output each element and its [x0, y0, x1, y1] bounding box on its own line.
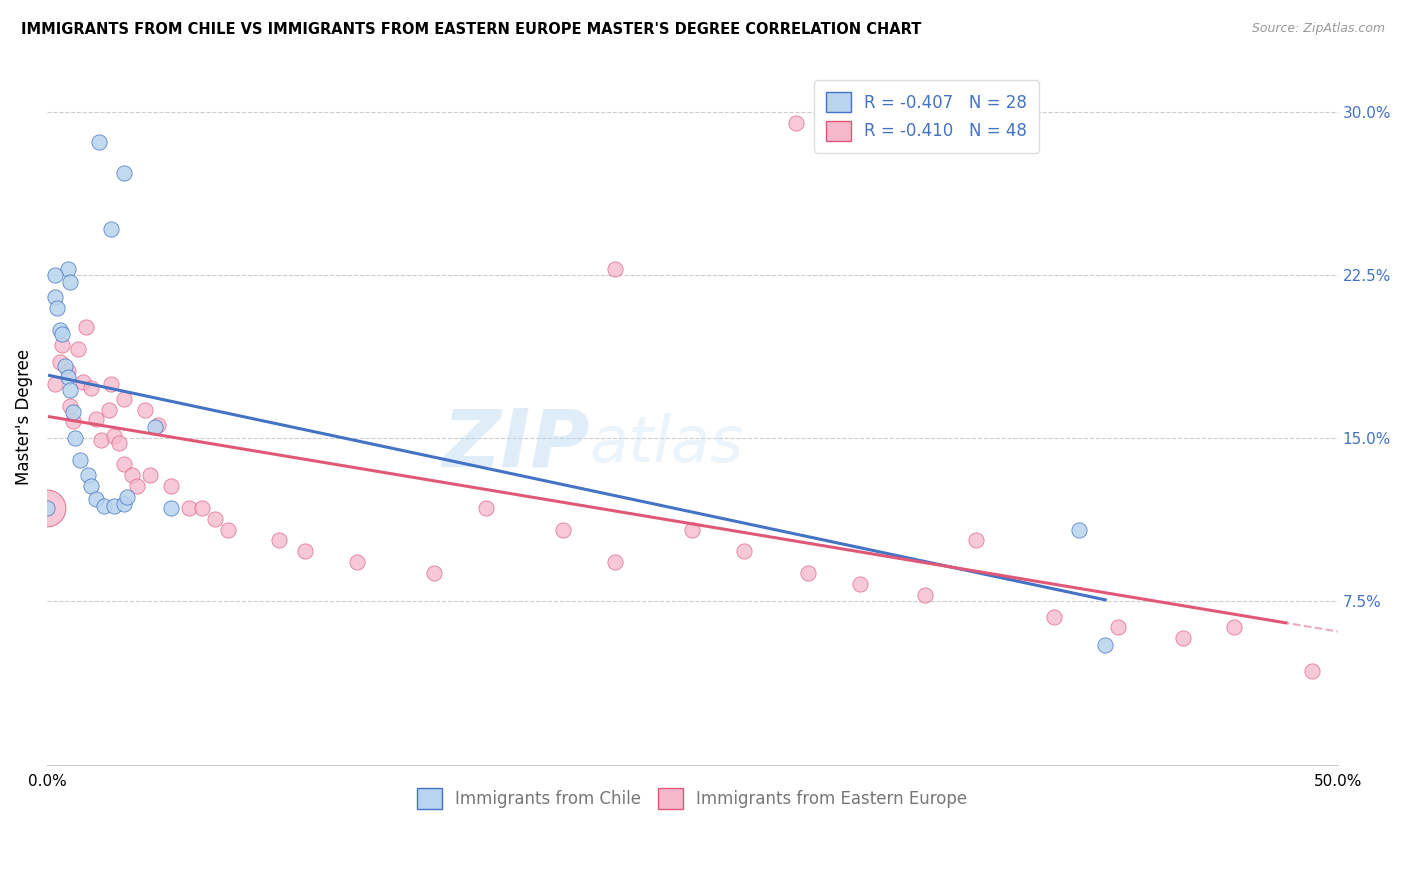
Point: [423, 566, 446, 581]
Point: [553, 523, 575, 537]
Point: [217, 523, 239, 537]
Point: [134, 403, 156, 417]
Point: [204, 512, 226, 526]
Point: [49, 355, 72, 369]
Point: [1223, 620, 1246, 634]
Point: [1301, 664, 1323, 678]
Point: [44, 268, 66, 282]
Point: [191, 500, 214, 515]
Point: [159, 500, 181, 515]
Point: [97, 403, 120, 417]
Point: [474, 500, 496, 515]
Point: [72, 375, 94, 389]
Point: [269, 533, 291, 548]
Point: [603, 555, 626, 569]
Point: [797, 566, 820, 581]
Point: [59, 384, 82, 398]
Point: [53, 359, 76, 374]
Point: [100, 222, 122, 236]
Point: [59, 275, 82, 289]
Y-axis label: Master's Degree: Master's Degree: [15, 349, 32, 484]
Legend: Immigrants from Chile, Immigrants from Eastern Europe: Immigrants from Chile, Immigrants from E…: [411, 781, 974, 815]
Point: [115, 490, 138, 504]
Point: [62, 414, 84, 428]
Point: [1171, 632, 1194, 646]
Point: [1069, 523, 1091, 537]
Text: Source: ZipAtlas.com: Source: ZipAtlas.com: [1251, 22, 1385, 36]
Point: [35, 500, 58, 515]
Point: [346, 555, 368, 569]
Point: [46, 301, 69, 315]
Point: [80, 381, 103, 395]
Point: [914, 588, 936, 602]
Point: [112, 392, 135, 406]
Point: [143, 420, 166, 434]
Point: [66, 342, 89, 356]
Point: [1094, 638, 1116, 652]
Point: [87, 136, 110, 150]
Point: [62, 405, 84, 419]
Point: [80, 479, 103, 493]
Point: [785, 116, 807, 130]
Point: [51, 337, 73, 351]
Point: [108, 435, 131, 450]
Text: IMMIGRANTS FROM CHILE VS IMMIGRANTS FROM EASTERN EUROPE MASTER'S DEGREE CORRELAT: IMMIGRANTS FROM CHILE VS IMMIGRANTS FROM…: [21, 22, 921, 37]
Point: [733, 544, 755, 558]
Point: [112, 496, 135, 510]
Point: [103, 429, 125, 443]
Point: [681, 523, 703, 537]
Point: [44, 376, 66, 391]
Point: [90, 434, 112, 448]
Point: [56, 261, 79, 276]
Point: [75, 320, 97, 334]
Point: [965, 533, 987, 548]
Point: [121, 468, 143, 483]
Text: atlas: atlas: [589, 413, 744, 475]
Point: [93, 499, 115, 513]
Point: [84, 492, 107, 507]
Point: [127, 479, 149, 493]
Point: [56, 364, 79, 378]
Point: [1107, 620, 1129, 634]
Point: [139, 468, 162, 483]
Point: [65, 431, 87, 445]
Point: [177, 500, 200, 515]
Point: [159, 479, 181, 493]
Text: ZIP: ZIP: [441, 405, 589, 483]
Point: [59, 399, 82, 413]
Point: [849, 577, 872, 591]
Point: [56, 370, 79, 384]
Point: [77, 468, 100, 483]
Point: [603, 261, 626, 276]
Point: [146, 418, 169, 433]
Point: [1042, 609, 1064, 624]
Point: [49, 322, 72, 336]
Point: [112, 166, 135, 180]
Point: [103, 499, 125, 513]
Point: [294, 544, 316, 558]
Point: [84, 411, 107, 425]
Point: [100, 376, 122, 391]
Point: [69, 453, 91, 467]
Point: [44, 290, 66, 304]
Point: [112, 458, 135, 472]
Point: [51, 326, 73, 341]
Point: [35, 500, 58, 515]
